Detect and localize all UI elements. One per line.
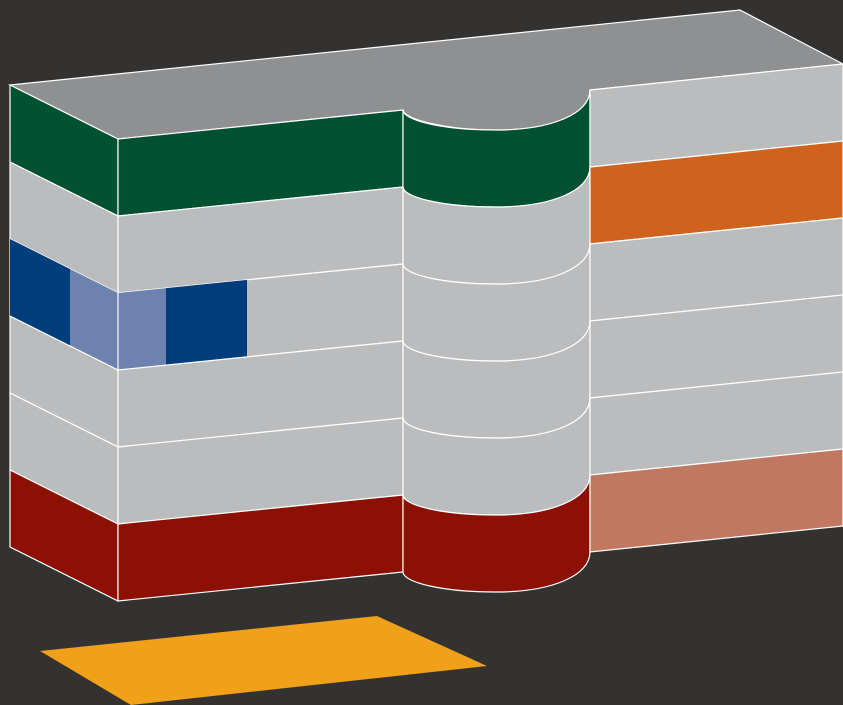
floor-2 [9,140,843,294]
highlighted-room-4[interactable] [166,279,247,366]
floor-4-right-wing[interactable] [589,294,843,399]
floor-divider [117,356,248,371]
highlighted-room-2[interactable] [70,269,118,370]
highlighted-room-1[interactable] [10,239,70,346]
floor-5-right-wing[interactable] [589,371,843,476]
floor-3-right-wing[interactable] [589,217,843,322]
ground-pad[interactable] [40,616,487,705]
floor-divider [9,315,119,371]
floor-6-right-wing[interactable] [589,448,843,553]
highlighted-room-3[interactable] [118,288,166,370]
floor-6 [9,448,843,602]
building-floors [9,63,843,602]
floor-4 [9,294,843,448]
floor-5 [9,371,843,525]
floor-1-right-wing[interactable] [589,63,843,168]
floor-2-right-wing[interactable] [589,140,843,245]
highlighted-rooms [9,239,248,371]
